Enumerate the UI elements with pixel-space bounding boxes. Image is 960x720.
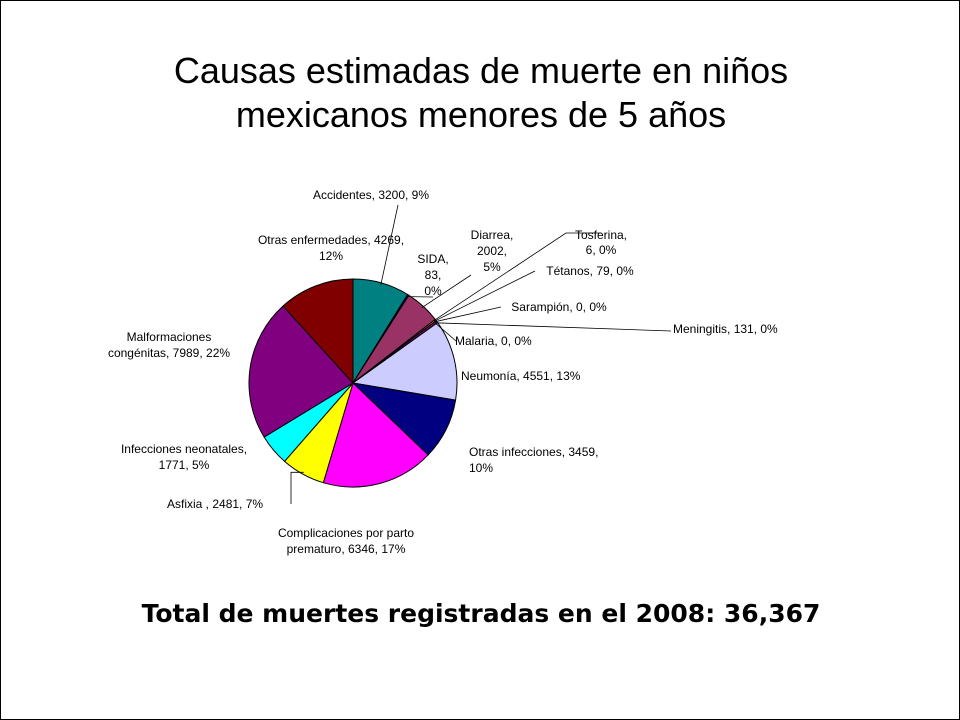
data-label-line: 12% <box>319 249 343 263</box>
data-label-otras-infecciones: Otras infecciones, 3459, 10% <box>469 445 598 475</box>
data-label-line: 83, <box>425 268 442 282</box>
data-label-line: Accidentes, 3200, 9% <box>313 188 429 202</box>
leader-line-meningitis <box>435 322 672 332</box>
leader-line-asfixia <box>290 471 304 504</box>
data-label-line: Malaria, 0, 0% <box>455 334 532 348</box>
total-deaths-caption: Total de muertes registradas en el 2008:… <box>141 599 821 628</box>
data-label-malaria: Malaria, 0, 0% <box>455 334 532 348</box>
data-label-line: prematuro, 6346, 17% <box>287 542 406 556</box>
leader-line-tosferina <box>433 232 601 322</box>
data-label-line: Sarampión, 0, 0% <box>511 300 607 314</box>
data-label-malformaciones: Malformaciones congénitas, 7989, 22% <box>108 330 230 360</box>
leader-line-tetanos <box>434 270 536 322</box>
data-label-tosferina: Tosferina, 6, 0% <box>575 228 627 257</box>
data-label-line: Infecciones neonatales, <box>121 442 247 456</box>
data-label-line: Tétanos, 79, 0% <box>546 264 634 278</box>
data-label-line: Otras enfermedades, 4269, <box>258 233 404 247</box>
data-label-line: SIDA, <box>417 252 448 266</box>
data-label-line: Meningitis, 131, 0% <box>673 322 778 336</box>
pie-slice-complicaciones-parto <box>322 382 429 488</box>
leader-line-malaria <box>435 323 457 342</box>
title-line-2: mexicanos menores de 5 años <box>235 94 727 135</box>
data-label-line: 0% <box>424 284 442 298</box>
data-label-line: Diarrea, <box>471 228 514 242</box>
data-label-sarampion: Sarampión, 0, 0% <box>511 300 607 314</box>
leader-line-accidentes <box>380 204 399 285</box>
data-label-sida: SIDA, 83, 0% <box>417 252 448 298</box>
data-label-line: 10% <box>469 461 493 475</box>
data-label-diarrea: Diarrea, 2002, 5% <box>471 228 514 274</box>
data-label-accidentes: Accidentes, 3200, 9% <box>313 188 429 202</box>
data-label-line: 1771, 5% <box>159 458 210 472</box>
data-label-line: Tosferina, <box>575 228 627 242</box>
data-label-complicaciones-parto: Complicaciones por parto prematuro, 6346,… <box>278 526 414 556</box>
data-label-line: 6, 0% <box>586 243 617 257</box>
data-labels: Accidentes, 3200, 9% SIDA, 83, 0% Diarrea, 20… <box>108 188 778 556</box>
pie-slice-otras-enfermedades <box>282 278 354 385</box>
data-label-line: 2002, <box>477 244 507 258</box>
data-label-line: 5% <box>483 260 501 274</box>
leader-line-sarampion <box>434 306 502 323</box>
data-label-infecciones-neonatales: Infecciones neonatales, 1771, 5% <box>121 442 247 472</box>
pie-slice-malformaciones <box>248 305 354 438</box>
data-label-tetanos: Tétanos, 79, 0% <box>546 264 634 278</box>
pie-slice-neumonia <box>351 321 458 401</box>
pie-slices <box>248 278 458 488</box>
data-label-line: Neumonía, 4551, 13% <box>461 369 581 383</box>
data-label-otras-enfermedades: Otras enfermedades, 4269, 12% <box>258 233 404 263</box>
data-label-line: congénitas, 7989, 22% <box>108 346 230 360</box>
data-label-meningitis: Meningitis, 131, 0% <box>673 322 778 336</box>
leader-line-diarrea <box>421 274 472 309</box>
data-label-line: Malformaciones <box>127 330 212 344</box>
data-label-line: Asfixia , 2481, 7% <box>167 497 263 511</box>
title-line-1: Causas estimadas de muerte en niños <box>173 50 789 91</box>
data-label-line: Otras infecciones, 3459, <box>469 445 598 459</box>
data-label-line: Complicaciones por parto <box>278 526 414 540</box>
data-label-asfixia: Asfixia , 2481, 7% <box>167 497 263 511</box>
data-label-neumonia: Neumonía, 4551, 13% <box>461 369 581 383</box>
page-title: Causas estimadas de muerte en niños mexi… <box>41 49 921 137</box>
leader-lines <box>290 204 672 504</box>
